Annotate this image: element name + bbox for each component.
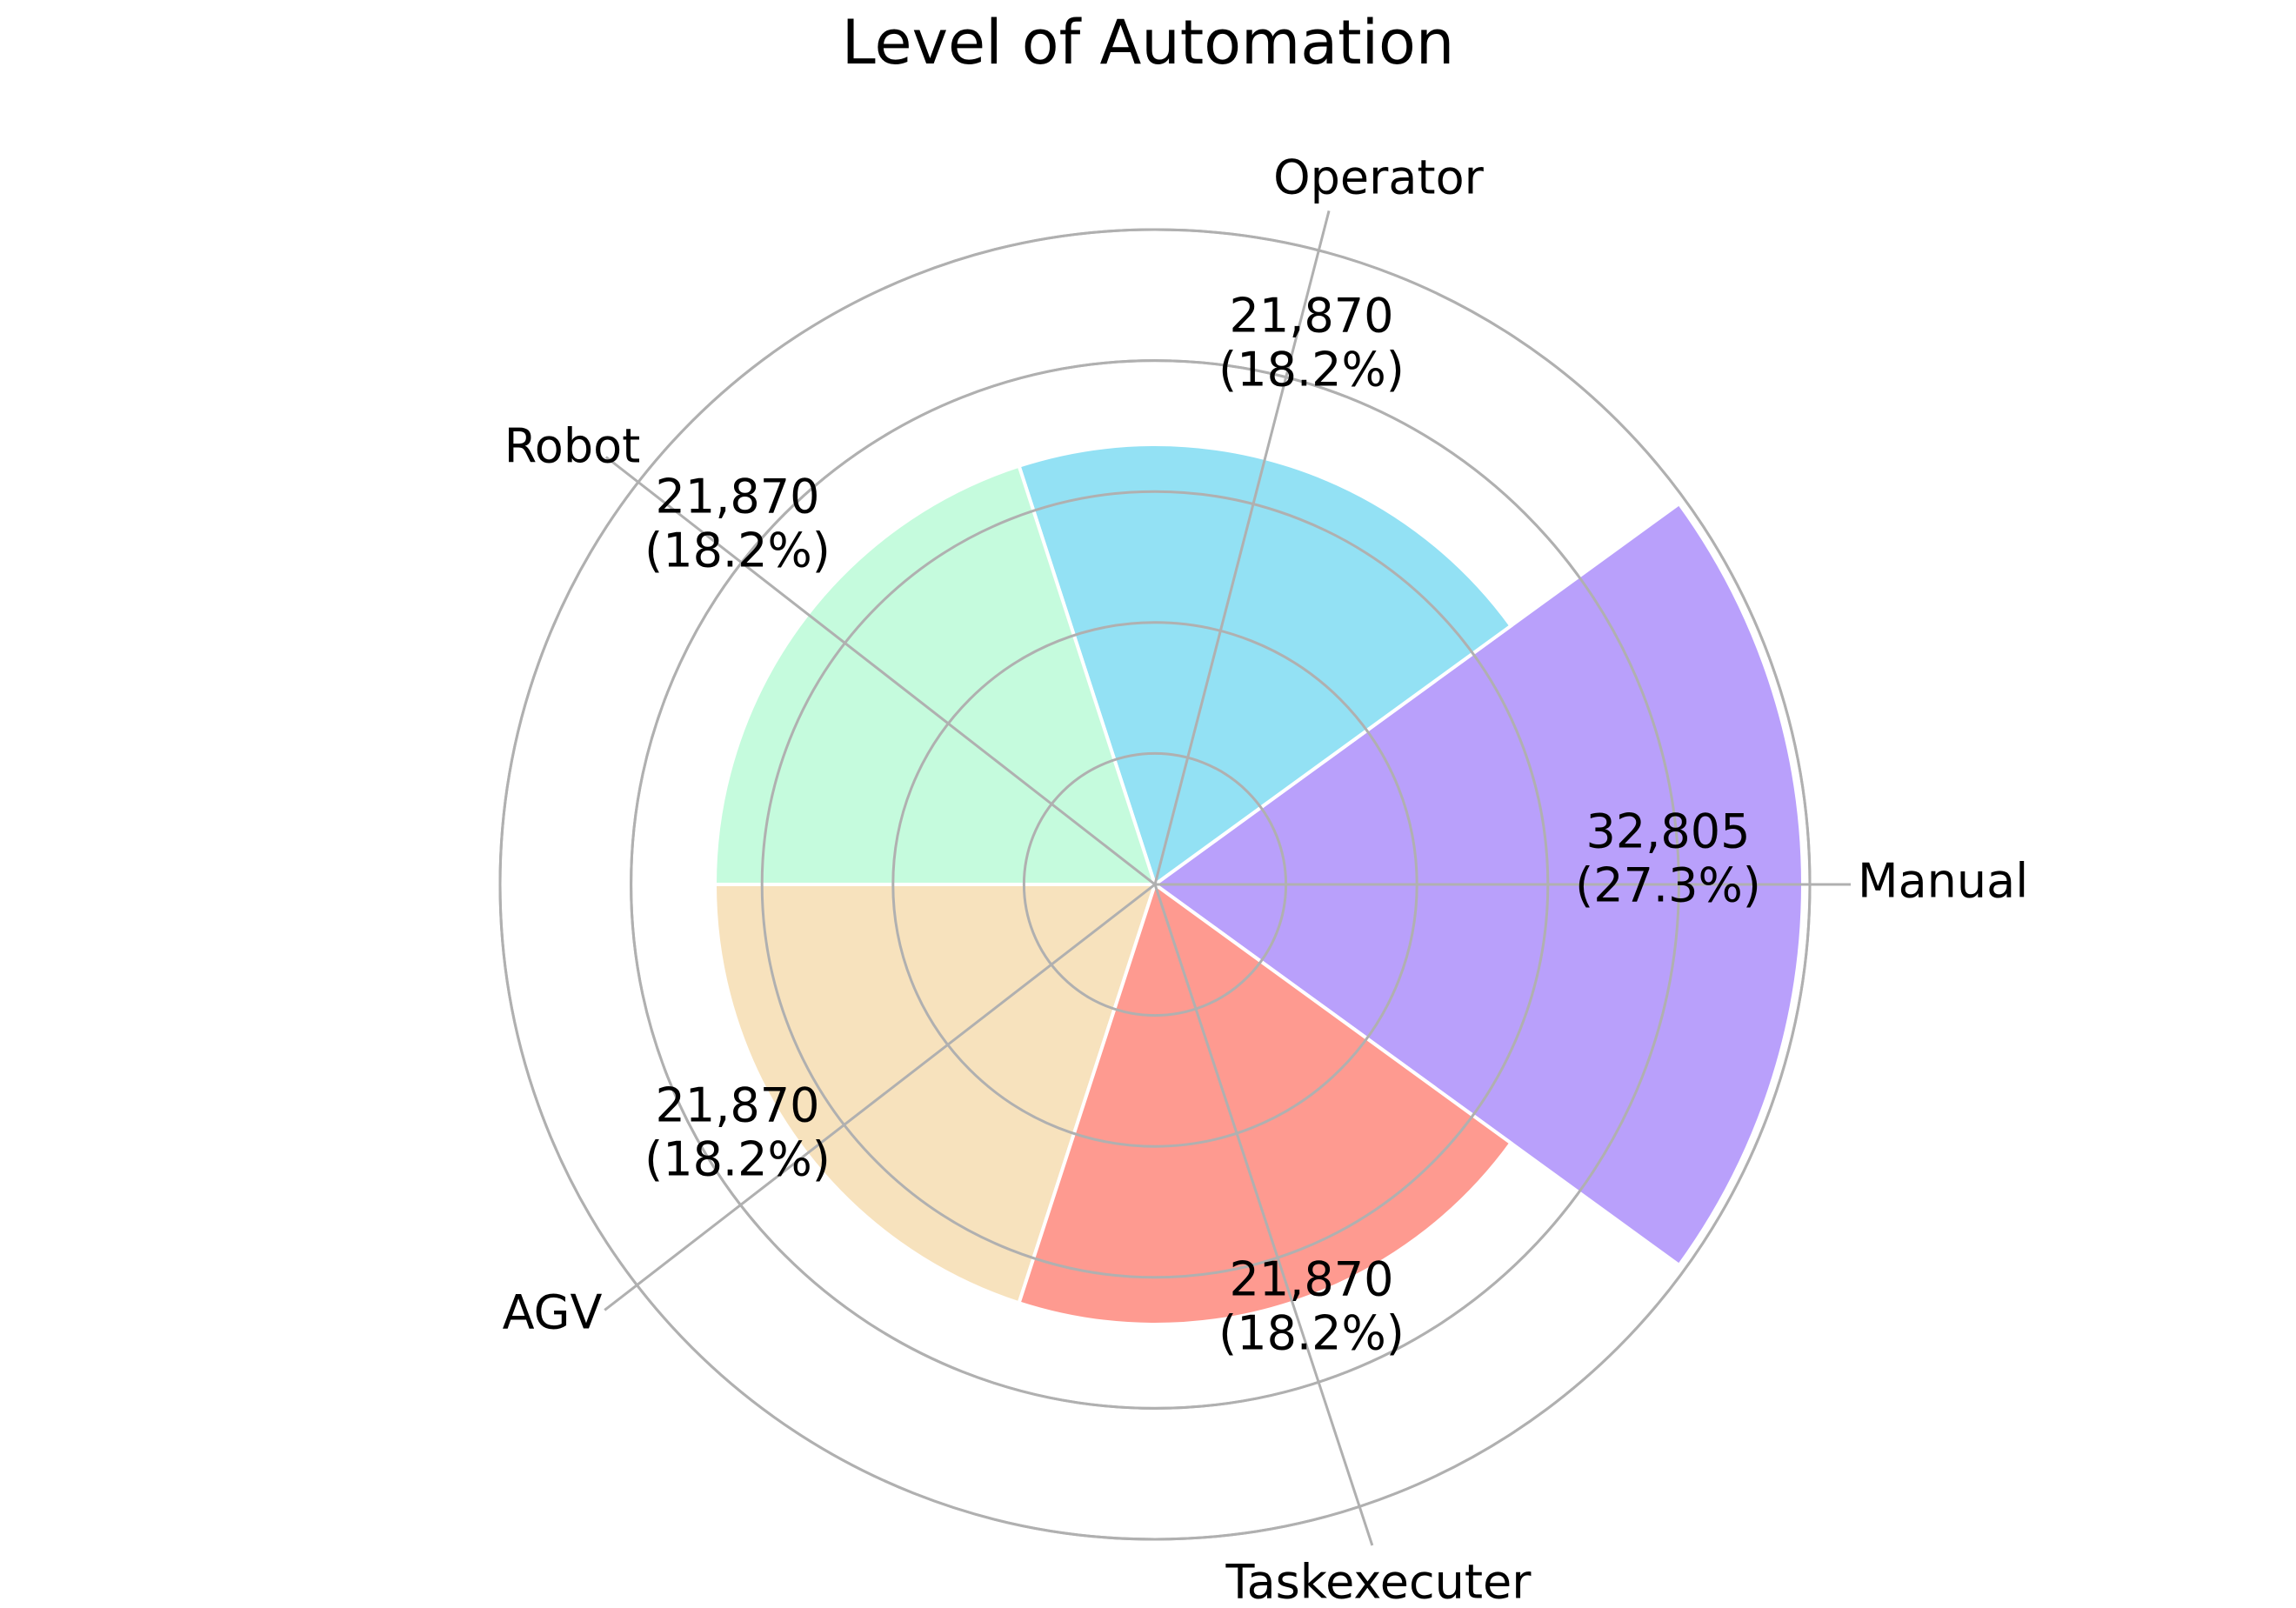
sector-agv bbox=[712, 883, 1158, 1305]
spoke-agv bbox=[604, 883, 1156, 1311]
value-label: 21,870 bbox=[1230, 1252, 1394, 1307]
percent-label: (18.2%) bbox=[644, 524, 831, 578]
percent-label: (18.2%) bbox=[1218, 1306, 1405, 1361]
grid-spokes bbox=[604, 210, 1851, 1546]
value-label: 21,870 bbox=[1230, 289, 1394, 344]
category-labels: Manual Operator Robot AGV Taskexecuter bbox=[503, 150, 2029, 1608]
category-label-taskexecuter: Taskexecuter bbox=[1225, 1555, 1532, 1608]
percent-label: (27.3%) bbox=[1575, 858, 1761, 913]
value-label: 21,870 bbox=[656, 470, 820, 524]
percent-label: (18.2%) bbox=[644, 1132, 831, 1187]
spoke-taskexecuter bbox=[1153, 884, 1374, 1546]
spoke-operator bbox=[1153, 210, 1331, 885]
spoke-robot bbox=[604, 456, 1156, 886]
sector-operator bbox=[1017, 443, 1514, 888]
sector-robot bbox=[712, 464, 1158, 886]
category-label-operator: Operator bbox=[1273, 150, 1485, 205]
value-labels: 32,805(27.3%)21,870(18.2%)21,870(18.2%)2… bbox=[644, 289, 1761, 1361]
sector-taskexecuter bbox=[1017, 881, 1514, 1326]
value-label: 32,805 bbox=[1586, 804, 1751, 859]
category-label-manual: Manual bbox=[1858, 854, 2028, 909]
chart-title: Level of Automation bbox=[841, 7, 1455, 78]
value-label: 21,870 bbox=[656, 1078, 820, 1133]
category-label-agv: AGV bbox=[503, 1285, 603, 1340]
percent-label: (18.2%) bbox=[1218, 343, 1405, 397]
category-label-robot: Robot bbox=[504, 419, 641, 474]
